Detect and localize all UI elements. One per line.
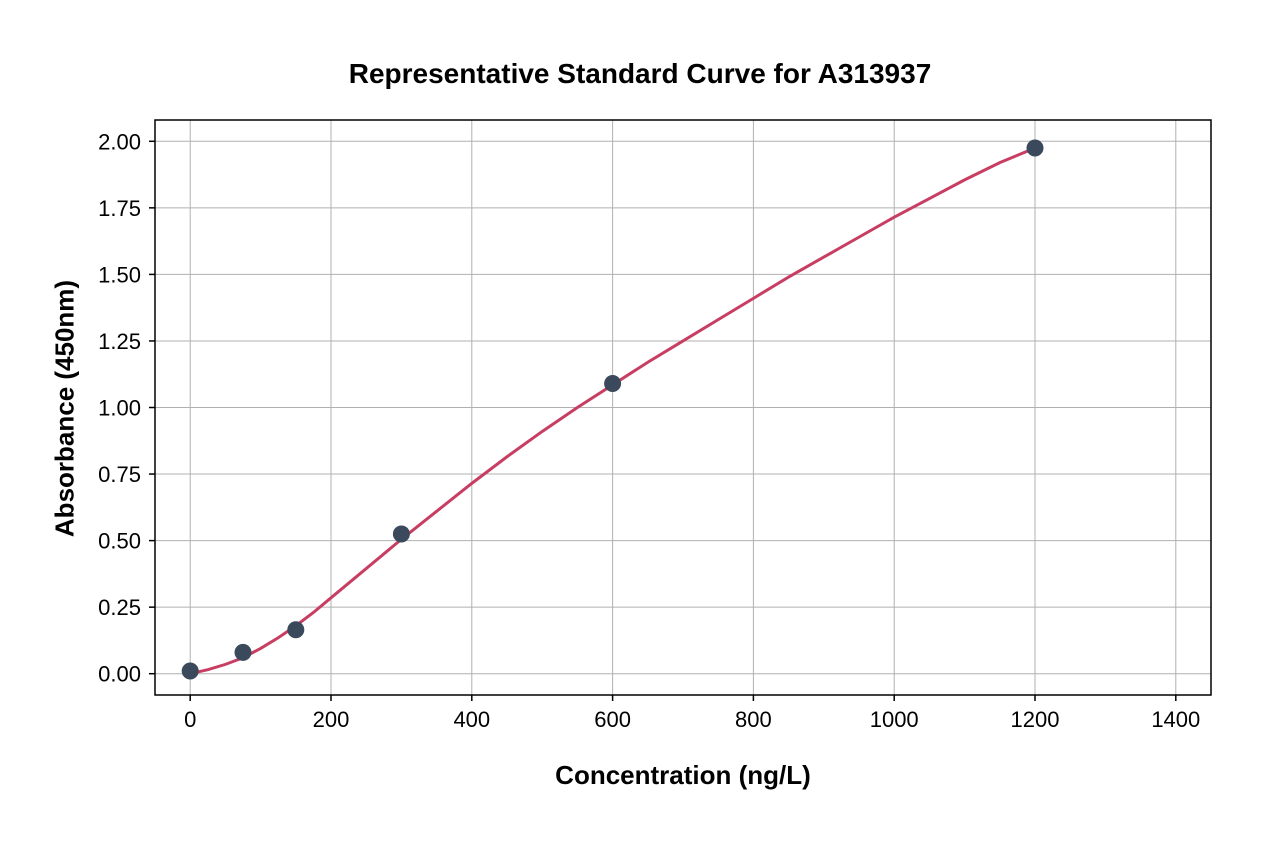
x-tick-label: 400 [453,707,490,732]
y-tick-label: 2.00 [98,129,141,154]
chart-container: 0 200 400 600 800 1000 1200 1400 0.00 0.25 0.50 0.7… [0,0,1280,845]
y-tick-label: 0.75 [98,462,141,487]
chart-title: Representative Standard Curve for A31393… [0,58,1280,90]
chart-svg: 0 200 400 600 800 1000 1200 1400 0.00 0.25 0.50 0.7… [0,0,1280,845]
y-tick-label: 0.50 [98,529,141,554]
x-tick-label: 200 [313,707,350,732]
y-tick-label: 0.25 [98,595,141,620]
y-tick-label: 1.00 [98,396,141,421]
y-tick-label: 1.50 [98,262,141,287]
x-tick-label: 800 [735,707,772,732]
x-tick-label: 1000 [870,707,919,732]
y-axis-label: Absorbance (450nm) [50,258,81,558]
y-tick-label: 0.00 [98,662,141,687]
data-point [182,663,198,679]
data-point [393,526,409,542]
data-point [235,644,251,660]
x-tick-label: 1400 [1151,707,1200,732]
x-tick-label: 600 [594,707,631,732]
x-tick-label: 0 [184,707,196,732]
data-point [1027,140,1043,156]
x-tick-label: 1200 [1011,707,1060,732]
data-point [605,376,621,392]
y-tick-label: 1.75 [98,196,141,221]
y-tick-label: 1.25 [98,329,141,354]
x-axis-label: Concentration (ng/L) [155,760,1211,791]
data-point [288,622,304,638]
